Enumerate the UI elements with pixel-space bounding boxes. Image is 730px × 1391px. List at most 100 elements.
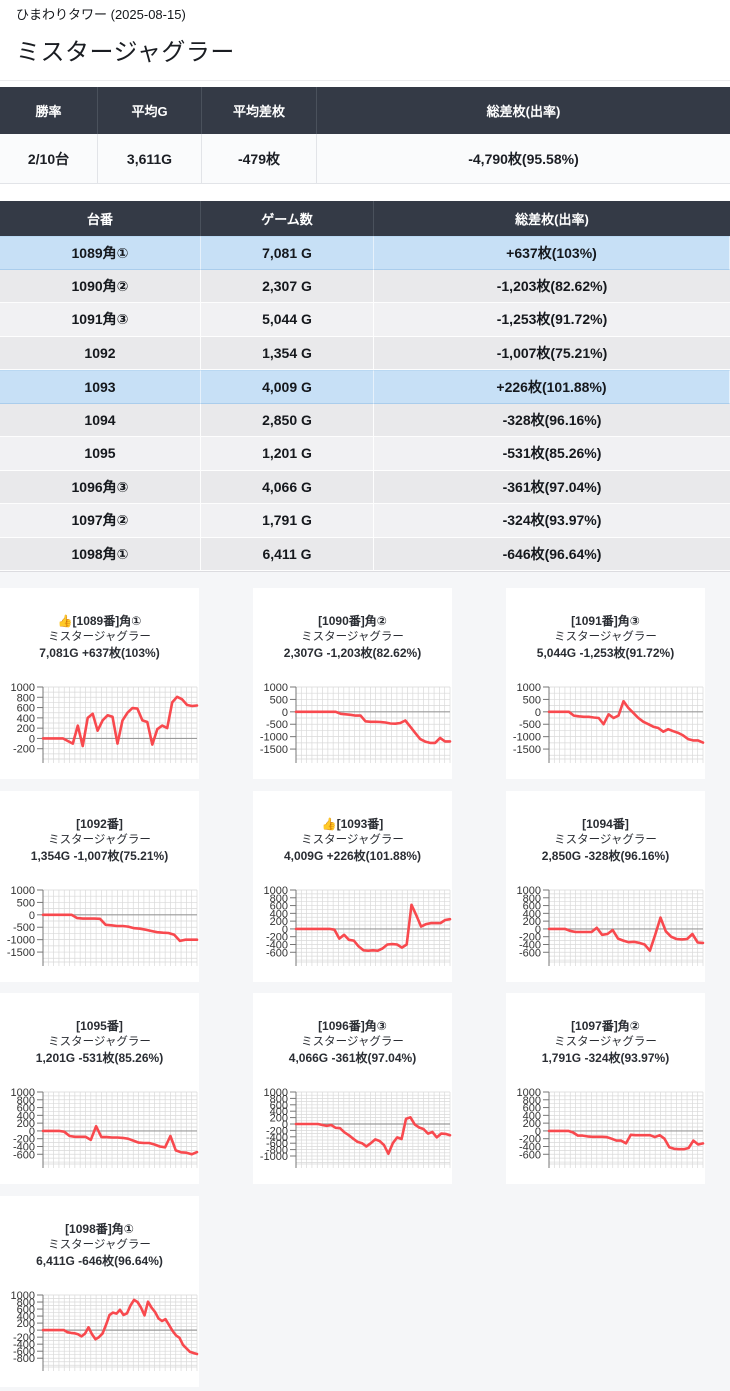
- page-header: ひまわりタワー (2025-08-15) ミスタージャグラー: [0, 0, 730, 81]
- slump-graph-card-1097: [1097番]角② ミスタージャグラー 1,791G -324枚(93.97%) 10…: [506, 993, 705, 1184]
- game-count-cell: 5,044 G: [201, 303, 374, 337]
- y-tick-label: 1000: [264, 683, 288, 694]
- graph-title-machine-1089: 👍[1089番]角①: [57, 614, 142, 628]
- summary-header-3: 総差枚(出率): [486, 104, 561, 119]
- machine-row-1092[interactable]: 1092 1,354 G -1,007枚(75.21%): [0, 336, 730, 370]
- y-tick-label: -800: [266, 1145, 288, 1157]
- y-tick-label: 400: [270, 1106, 288, 1118]
- y-tick-label: 200: [17, 1318, 35, 1330]
- graph-title-machine-1097: [1097番]角②: [571, 1019, 640, 1033]
- slump-line-1091: [547, 699, 705, 744]
- y-tick-label: 600: [270, 900, 288, 912]
- game-count-cell: 1,201 G: [201, 437, 374, 471]
- game-count-cell: 4,066 G: [201, 470, 374, 504]
- y-tick-label: 400: [17, 1110, 35, 1122]
- machine-row-1091[interactable]: 1091角③ 5,044 G -1,253枚(91.72%): [0, 303, 730, 337]
- y-tick-label: -1000: [7, 934, 35, 946]
- total-diff-cell: -324枚(93.97%): [374, 504, 730, 538]
- machine-table: 台番 ゲーム数 総差枚(出率) 1089角① 7,081 G +637枚(103%) 10…: [0, 201, 730, 572]
- y-tick-label: -600: [266, 1138, 288, 1150]
- y-tick-label: 200: [523, 1118, 541, 1130]
- graph-title-machine-1092: [1092番]: [76, 816, 123, 831]
- y-tick-label: -500: [13, 922, 35, 934]
- graph-title-result-1093: 4,009G +226枚(101.88%): [283, 848, 422, 863]
- y-tick-label: -200: [266, 931, 288, 943]
- y-tick-label: 500: [17, 897, 35, 909]
- y-tick-label: -500: [266, 719, 288, 731]
- summary-value-0: 2/10台: [0, 134, 98, 183]
- y-tick-label: 0: [282, 1119, 288, 1131]
- y-tick-label: -1000: [260, 1151, 288, 1163]
- total-diff-cell: +637枚(103%): [374, 236, 730, 270]
- y-tick-label: -200: [519, 931, 541, 943]
- game-count-cell: 2,307 G: [201, 269, 374, 303]
- total-diff-cell: -361枚(97.04%): [374, 471, 730, 504]
- y-tick-label: 1000: [11, 1291, 35, 1302]
- y-tick-label: 800: [270, 1093, 288, 1105]
- graph-title-result-1089: 7,081G +637枚(103%): [39, 646, 160, 660]
- y-tick-label: -400: [266, 1132, 288, 1144]
- y-tick-label: 1000: [11, 886, 35, 897]
- y-tick-label: 0: [29, 733, 35, 745]
- y-tick-label: -200: [13, 744, 35, 756]
- machine-number-cell: 1090角②: [0, 269, 201, 303]
- y-tick-label: 400: [523, 1110, 541, 1122]
- graph-title-result-1095: 1,201G -531枚(85.26%): [35, 1051, 164, 1065]
- graph-title-machine-1096: [1096番]角③: [318, 1019, 387, 1033]
- graph-title-model-1095: ミスタージャグラー: [48, 1036, 151, 1048]
- slump-graph-card-1095: [1095番] ミスタージャグラー 1,201G -531枚(85.26%) 1000…: [0, 993, 199, 1184]
- machine-row-1094[interactable]: 1094 2,850 G -328枚(96.16%): [0, 403, 730, 437]
- y-tick-label: -1500: [260, 744, 288, 756]
- y-tick-label: -200: [13, 1134, 35, 1146]
- graph-title-result-1096: 4,066G -361枚(97.04%): [288, 1051, 417, 1065]
- y-tick-label: -1000: [513, 732, 541, 744]
- machine-row-1089[interactable]: 1089角① 7,081 G +637枚(103%): [0, 236, 730, 270]
- y-tick-label: 1000: [264, 886, 288, 897]
- machine-row-1093[interactable]: 1093 4,009 G +226枚(101.88%): [0, 370, 730, 404]
- graph-title-result-1091: 5,044G -1,253枚(91.72%): [536, 646, 675, 660]
- y-tick-label: 600: [523, 900, 541, 912]
- total-diff-cell: -531枚(85.26%): [374, 437, 730, 471]
- machine-row-1098[interactable]: 1098角① 6,411 G -646枚(96.64%): [0, 537, 730, 571]
- machine-row-1090[interactable]: 1090角② 2,307 G -1,203枚(82.62%): [0, 269, 730, 303]
- page-title: ミスタージャグラー: [16, 39, 235, 66]
- slump-line-1096: [294, 1115, 452, 1156]
- machine-row-1097[interactable]: 1097角② 1,791 G -324枚(93.97%): [0, 504, 730, 538]
- y-tick-label: 0: [535, 923, 541, 935]
- slump-line-1093: [294, 902, 452, 952]
- y-tick-label: -400: [519, 1141, 541, 1153]
- machine-table-header-row: 台番 ゲーム数 総差枚(出率): [0, 201, 730, 236]
- y-tick-label: 0: [282, 707, 288, 719]
- graph-title-model-1094: ミスタージャグラー: [554, 833, 657, 846]
- slump-graph-card-1092: [1092番] ミスタージャグラー 1,354G -1,007枚(75.21%) 10…: [0, 790, 199, 982]
- y-tick-label: 600: [270, 1100, 288, 1112]
- y-tick-label: 0: [29, 1325, 35, 1337]
- machine-number-cell: 1093: [0, 370, 201, 404]
- graph-title-model-1089: ミスタージャグラー: [48, 631, 151, 643]
- y-tick-label: 1000: [11, 1088, 35, 1099]
- y-tick-label: 1000: [264, 1088, 288, 1099]
- breadcrumb-hall-date[interactable]: ひまわりタワー (2025-08-15): [16, 7, 186, 22]
- slump-line-1090: [294, 710, 452, 745]
- machine-header-2: 総差枚(出率): [515, 212, 589, 227]
- summary-value-3: -4,790枚(95.58%): [468, 150, 579, 167]
- machine-row-1095[interactable]: 1095 1,201 G -531枚(85.26%): [0, 437, 730, 471]
- y-tick-label: -600: [13, 1346, 35, 1358]
- slump-line-1092: [41, 912, 199, 942]
- machine-number-cell: 1095: [0, 437, 201, 471]
- y-tick-label: -200: [519, 1134, 541, 1146]
- game-count-cell: 7,081 G: [201, 236, 374, 270]
- graph-title-model-1097: ミスタージャグラー: [554, 1036, 657, 1048]
- machine-row-1096[interactable]: 1096角③ 4,066 G -361枚(97.04%): [0, 470, 730, 504]
- total-diff-cell: -646枚(96.64%): [374, 538, 730, 571]
- total-diff-cell: +226枚(101.88%): [374, 370, 730, 404]
- y-tick-label: 800: [523, 892, 541, 904]
- summary-value-2: -479枚: [202, 134, 317, 183]
- y-tick-label: -400: [266, 939, 288, 951]
- slump-graph-card-1096: [1096番]角③ ミスタージャグラー 4,066G -361枚(97.04%) 10…: [253, 993, 452, 1184]
- y-tick-label: -600: [519, 947, 541, 959]
- machine-number-cell: 1097角②: [0, 504, 201, 538]
